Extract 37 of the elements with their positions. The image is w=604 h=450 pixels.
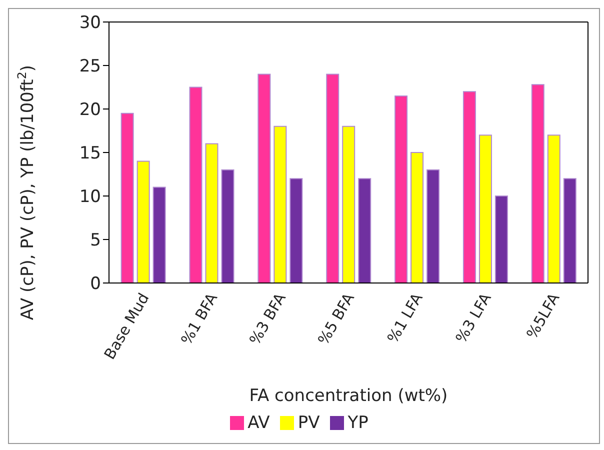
bar [478,134,492,283]
x-tick-label: %1 LFA [384,289,427,346]
legend-label: YP [348,413,368,433]
bar [531,84,544,283]
bar [274,126,287,283]
bar [290,178,303,283]
y-tick-label: 10 [79,187,101,208]
bar [462,91,476,283]
y-tick-label: 30 [79,13,101,34]
x-tick-label: %5 BFA [314,289,358,348]
bar [426,169,440,283]
bar [563,178,576,283]
bar [152,186,166,283]
y-tick-label: 25 [79,56,101,77]
bar [221,169,234,283]
y-tick-label: 0 [90,274,101,294]
bar [494,196,508,283]
x-tick-label: %3 BFA [246,289,290,348]
bar [394,95,408,283]
bar [189,86,202,283]
legend-label: PV [298,413,320,433]
y-tick-label: 15 [79,144,101,164]
bar [358,178,372,283]
x-tick-label: %3 LFA [452,289,496,346]
bar [120,112,134,283]
x-axis-title: FA concentration (wt%) [249,386,448,406]
y-tick-label: 20 [79,100,101,120]
y-tick-label: 5 [90,230,101,251]
bar [205,143,218,283]
bar [258,74,271,283]
bar [342,126,356,283]
bar [547,134,560,283]
legend-label: AV [248,413,270,433]
x-tick-label: %1 BFA [177,289,222,348]
bar [136,160,150,283]
bar [410,152,424,283]
bar [326,74,340,283]
